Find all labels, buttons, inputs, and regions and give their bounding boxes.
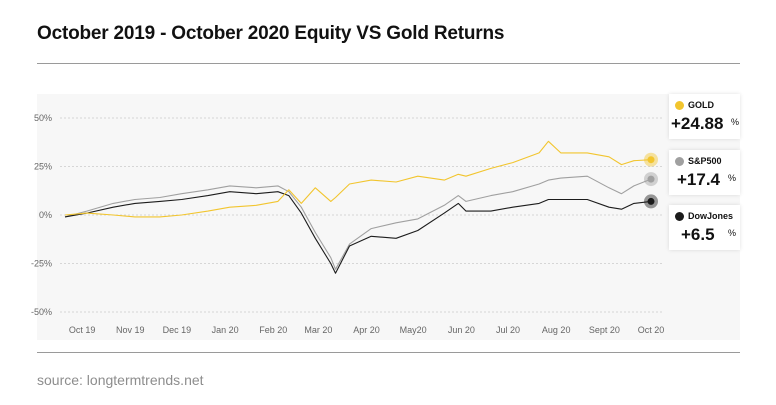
- sp500-dot-icon: [675, 157, 684, 166]
- end-marker: [647, 197, 655, 205]
- y-axis-ticks: 50% 25% 0% -25% -50%: [31, 113, 52, 317]
- end-marker: [647, 156, 655, 164]
- legend-dowjones-name: DowJones: [688, 211, 734, 221]
- gold-dot-icon: [675, 101, 684, 110]
- legend-gold-unit: %: [731, 117, 740, 127]
- x-tick-label: Oct 20: [638, 325, 665, 335]
- dowjones-dot-icon: [675, 212, 684, 221]
- source-note: source: longtermtrends.net: [37, 372, 204, 388]
- legend-dowjones: DowJones +6.5 %: [669, 205, 740, 250]
- legend-gold: GOLD +24.88 %: [669, 94, 740, 139]
- title-divider: [37, 63, 740, 64]
- legend-dowjones-unit: %: [728, 228, 737, 238]
- legend-gold-value: +24.88: [671, 114, 724, 133]
- legend-sp500-unit: %: [728, 173, 737, 183]
- legend-dowjones-value: +6.5: [681, 225, 715, 244]
- legend-gold-name: GOLD: [688, 100, 714, 110]
- x-axis-ticks: Oct 19 Nov 19 Dec 19 Jan 20 Feb 20 Mar 20 Apr …: [69, 325, 664, 335]
- x-tick-label: Feb 20: [259, 325, 287, 335]
- grid-lines: [60, 117, 662, 313]
- legend-sp500: S&P500 +17.4 %: [669, 150, 740, 195]
- end-markers: [644, 152, 658, 209]
- y-tick-label: 50%: [34, 113, 52, 123]
- series-line-gold: [64, 140, 652, 218]
- series-lines: [64, 140, 652, 274]
- legend-sp500-value: +17.4: [677, 170, 721, 189]
- x-tick-label: Dec 19: [163, 325, 192, 335]
- y-tick-label: 25%: [34, 162, 52, 172]
- x-tick-label: Nov 19: [116, 325, 145, 335]
- footer-divider: [37, 352, 740, 353]
- y-tick-label: -50%: [31, 307, 52, 317]
- series-line-dowjones: [64, 191, 652, 274]
- x-tick-label: Apr 20: [353, 325, 380, 335]
- legend-sp500-name: S&P500: [688, 156, 722, 166]
- x-tick-label: Jul 20: [496, 325, 520, 335]
- chart-title: October 2019 - October 2020 Equity VS Go…: [37, 23, 505, 44]
- x-tick-label: Jun 20: [448, 325, 475, 335]
- x-tick-label: Aug 20: [542, 325, 571, 335]
- x-tick-label: Oct 19: [69, 325, 96, 335]
- x-tick-label: Mar 20: [304, 325, 332, 335]
- x-tick-label: Sept 20: [589, 325, 620, 335]
- y-tick-label: 0%: [39, 210, 52, 220]
- x-tick-label: May20: [400, 325, 427, 335]
- y-tick-label: -25%: [31, 259, 52, 269]
- series-line-sp500: [64, 175, 652, 270]
- end-marker: [647, 175, 655, 183]
- x-tick-label: Jan 20: [212, 325, 239, 335]
